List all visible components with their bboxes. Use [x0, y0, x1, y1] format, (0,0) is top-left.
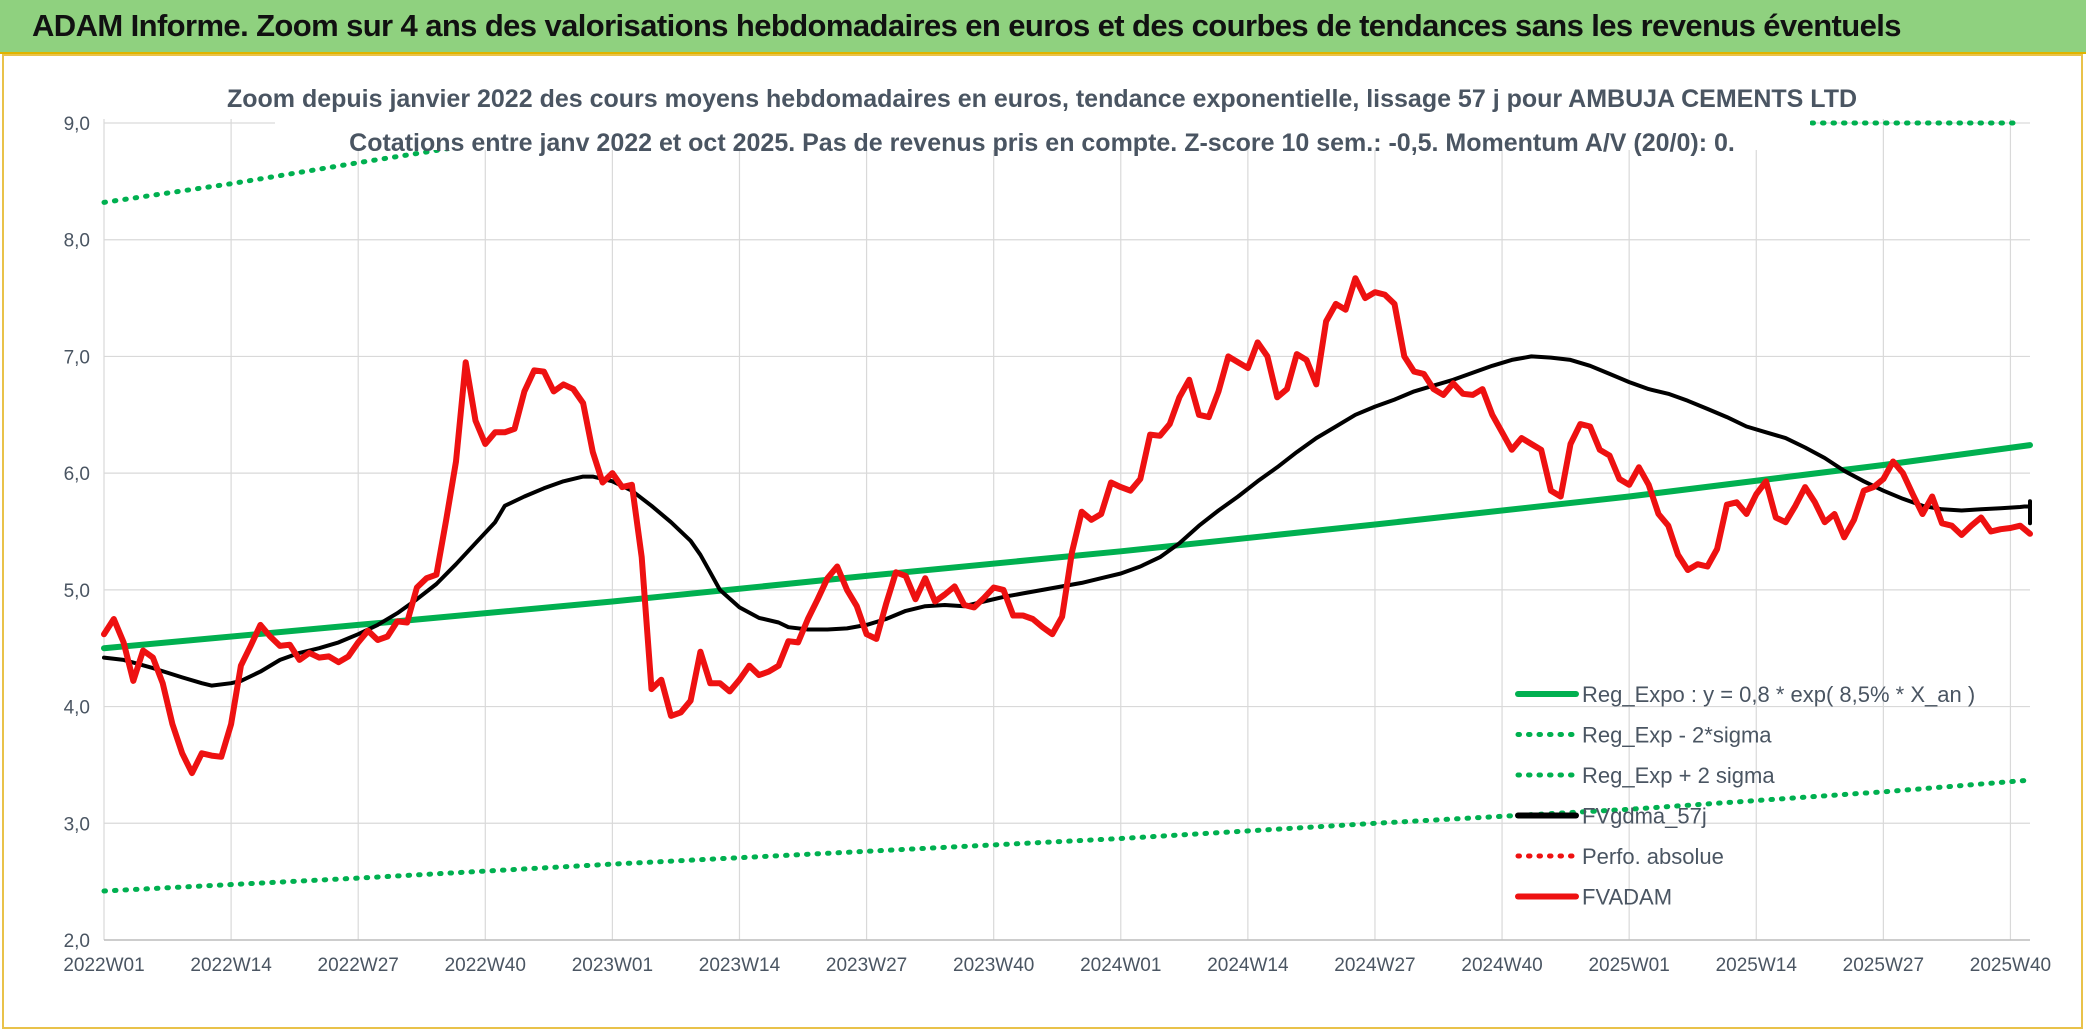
report-banner: ADAM Informe. Zoom sur 4 ans des valoris…	[0, 0, 2086, 54]
x-tick-label: 2025W14	[1716, 955, 1798, 976]
x-tick-label: 2024W40	[1461, 955, 1542, 976]
series-line-reg-exp-2-sigma	[101, 120, 576, 205]
legend-label: FVADAM	[1582, 885, 1672, 910]
y-tick-label: 5,0	[64, 581, 90, 602]
legend-label: FVgdma_57j	[1582, 804, 1707, 829]
x-tick-label: 2024W01	[1080, 955, 1161, 976]
y-tick-label: 7,0	[64, 347, 90, 368]
chart-frame	[2, 54, 2083, 1029]
chart-title-line-2: Cotations entre janv 2022 et oct 2025. P…	[349, 129, 1735, 157]
series-line-reg-expo	[101, 442, 2033, 652]
series-line-fvgdma-57j	[102, 354, 2032, 688]
x-tick-label: 2022W40	[445, 955, 526, 976]
y-tick-label: 4,0	[64, 698, 90, 719]
y-tick-label: 8,0	[64, 231, 90, 252]
legend-label: Reg_Exp + 2 sigma	[1582, 763, 1775, 788]
x-tick-label: 2023W40	[953, 955, 1034, 976]
series-line-fvadam	[101, 275, 2033, 777]
x-tick-label: 2025W27	[1843, 955, 1924, 976]
x-tick-label: 2022W27	[318, 955, 399, 976]
x-tick-label: 2022W14	[190, 955, 272, 976]
x-axis-ticks: 2022W01 2022W14 2022W27 2022W40 2023W01 2023W…	[63, 955, 2051, 976]
legend-label: Reg_Exp - 2*sigma	[1582, 723, 1772, 748]
y-axis-ticks: 2,0 3,0 4,0 5,0 6,0 7,0 8,0 9,0	[64, 114, 90, 952]
y-tick-label: 3,0	[64, 814, 90, 835]
report-banner-title: ADAM Informe. Zoom sur 4 ans des valoris…	[32, 8, 1902, 43]
chart-title-background	[275, 78, 1810, 150]
chart-title-line-1: Zoom depuis janvier 2022 des cours moyen…	[227, 85, 1857, 113]
y-tick-label: 9,0	[64, 114, 90, 135]
x-tick-label: 2025W01	[1588, 955, 1669, 976]
x-tick-label: 2024W14	[1207, 955, 1289, 976]
x-tick-label: 2023W14	[699, 955, 781, 976]
y-tick-label: 6,0	[64, 464, 90, 485]
chart-series	[101, 120, 2033, 894]
x-tick-label: 2024W27	[1334, 955, 1415, 976]
legend-label: Perfo. absolue	[1582, 844, 1724, 869]
legend-label: Reg_Expo : y = 0,8 * exp( 8,5% * X_an )	[1582, 682, 1975, 707]
x-tick-label: 2023W01	[572, 955, 653, 976]
x-tick-label: 2022W01	[63, 955, 144, 976]
x-tick-label: 2025W40	[1970, 955, 2051, 976]
chart-legend: Reg_Expo : y = 0,8 * exp( 8,5% * X_an ) R…	[1515, 682, 1975, 910]
y-tick-label: 2,0	[64, 931, 90, 952]
x-tick-label: 2023W27	[826, 955, 907, 976]
series-line-reg-exp-2-sigma	[101, 777, 2033, 894]
